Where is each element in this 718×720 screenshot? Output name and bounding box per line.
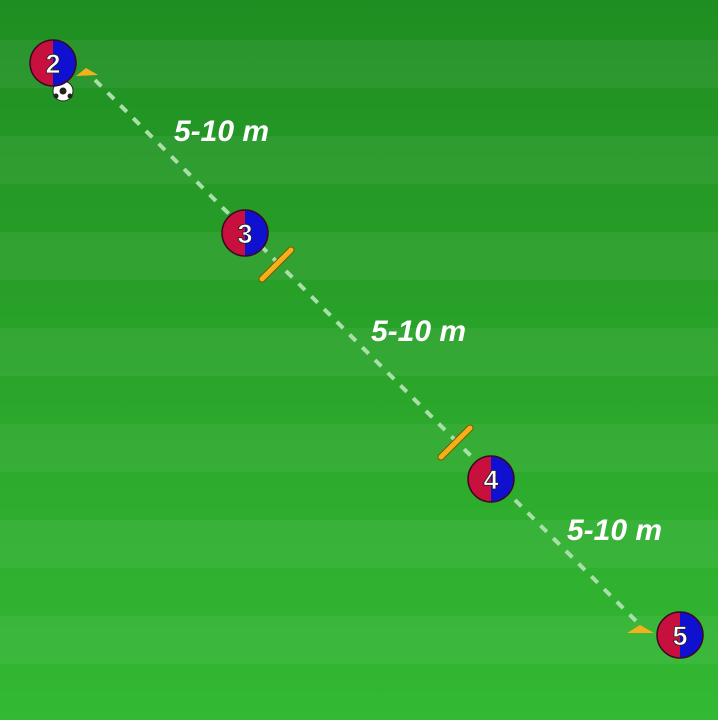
player-jersey-right (491, 456, 514, 502)
cone-icon (627, 625, 654, 633)
player-jersey-left (468, 456, 491, 502)
pole-icon (259, 247, 294, 282)
player-jersey-left (222, 210, 245, 256)
player-number: 2 (45, 49, 60, 79)
distance-label: 5-10 m (371, 315, 467, 348)
player-5[interactable]: 5 (656, 611, 704, 659)
player-outline (221, 209, 269, 257)
player-number: 5 (672, 621, 687, 651)
player-outline (467, 455, 515, 503)
cone-icon (76, 68, 98, 76)
distance-label: 5-10 m (567, 514, 663, 547)
player-number: 3 (237, 219, 252, 249)
distance-label: 5-10 m (174, 115, 270, 148)
player-number: 4 (483, 465, 498, 495)
player-4[interactable]: 4 (467, 455, 515, 503)
player-jersey-left (30, 40, 53, 86)
player-jersey-right (245, 210, 268, 256)
player-3[interactable]: 3 (221, 209, 269, 257)
player-jersey-right (53, 40, 76, 86)
pitch-stripes (0, 40, 718, 664)
player-jersey-left (657, 612, 680, 658)
player-2[interactable]: 2 (29, 39, 77, 87)
player-outline (29, 39, 77, 87)
pass-line (93, 78, 642, 627)
player-outline (656, 611, 704, 659)
pole-icon (438, 425, 473, 460)
player-jersey-right (680, 612, 703, 658)
